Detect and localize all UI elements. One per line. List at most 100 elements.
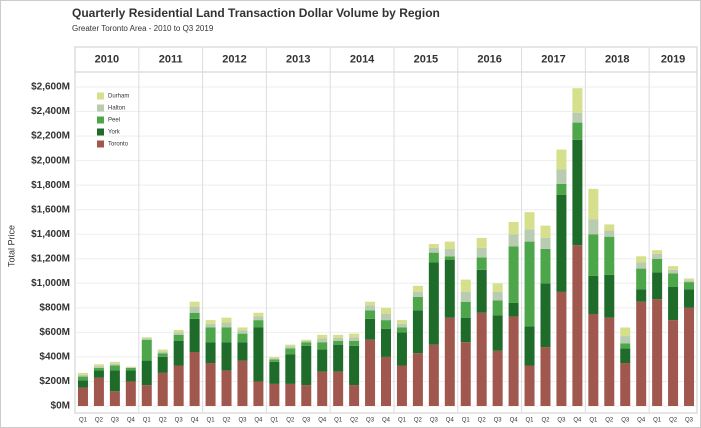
bar-segment <box>620 348 631 364</box>
bar-segment <box>412 285 423 292</box>
bar-segment <box>381 356 391 406</box>
bar-segment <box>269 356 280 359</box>
bar-segment <box>668 266 679 270</box>
bar-segment <box>460 279 471 292</box>
y-tick-label: $1,800M <box>31 180 70 191</box>
bar-segment <box>428 262 439 345</box>
bar-segment <box>412 310 423 354</box>
bar-segment <box>285 346 296 349</box>
bar-segment <box>428 344 439 406</box>
bar-segment <box>604 274 615 318</box>
year-label: 2015 <box>414 53 438 65</box>
year-label: 2011 <box>159 53 183 65</box>
x-tick-label: Q2 <box>605 418 614 424</box>
x-tick-label: Q4 <box>510 418 519 424</box>
plot-border <box>74 46 698 414</box>
bar-segment <box>604 317 615 406</box>
bar-segment <box>652 253 663 259</box>
bar-segment <box>460 301 471 318</box>
x-tick-label: Q3 <box>302 418 311 424</box>
bar-segment <box>508 234 519 247</box>
bar-segment <box>508 316 519 406</box>
bar-segment <box>620 327 631 337</box>
bar-segment <box>381 313 391 321</box>
bar-segment <box>524 365 535 406</box>
bar-segment <box>317 334 328 339</box>
bar-segment <box>604 224 615 231</box>
bar-segment <box>93 367 104 371</box>
y-tick-label: $1,000M <box>31 278 70 289</box>
bar-segment <box>636 301 647 406</box>
x-tick-label: Q1 <box>589 418 598 424</box>
x-tick-label: Q2 <box>414 418 423 424</box>
bar-segment <box>77 380 88 388</box>
year-label: 2019 <box>661 53 685 65</box>
x-tick-label: Q1 <box>526 418 535 424</box>
bar-segment <box>604 236 615 275</box>
bar-segment <box>173 340 184 366</box>
bar-segment <box>620 343 631 349</box>
bar-segment <box>317 371 328 406</box>
year-label: 2018 <box>605 53 629 65</box>
bar-segment <box>588 313 599 406</box>
x-tick-label: Q2 <box>669 418 678 424</box>
bar-segment <box>109 361 120 364</box>
bar-segment <box>205 342 216 364</box>
y-tick-label: $1,400M <box>31 229 70 240</box>
bar-segment <box>109 370 120 392</box>
x-tick-label: Q3 <box>557 418 566 424</box>
bar-segment <box>588 188 599 220</box>
bar-segment <box>349 333 360 338</box>
bar-segment <box>125 367 136 371</box>
bar-segment <box>636 262 647 269</box>
chart-subtitle: Greater Toronto Area - 2010 to Q3 2019 <box>72 24 214 33</box>
bar-segment <box>492 315 503 351</box>
year-label: 2012 <box>222 53 246 65</box>
y-axis-label: Total Price <box>6 225 16 267</box>
bar-segment <box>556 169 567 184</box>
bar-segment <box>125 367 136 368</box>
bar-segment <box>189 306 200 313</box>
bar-segment <box>301 339 312 341</box>
y-tick-label: $2,200M <box>31 131 70 142</box>
bar-segment <box>285 383 296 406</box>
x-tick-label: Q4 <box>254 418 263 424</box>
bar-segment <box>428 244 439 248</box>
bar-segment <box>508 302 519 317</box>
bar-segment <box>301 342 312 346</box>
bar-segment <box>524 229 535 242</box>
x-tick-label: Q1 <box>334 418 343 424</box>
bar-segment <box>572 88 583 113</box>
bar-segment <box>492 283 503 292</box>
bar-segment <box>317 349 328 372</box>
x-tick-label: Q1 <box>398 418 407 424</box>
x-tick-label: Q1 <box>143 418 152 424</box>
bar-segment <box>189 352 200 406</box>
bar-segment <box>652 258 663 273</box>
bar-segment <box>668 286 679 321</box>
bar-segment <box>189 318 200 353</box>
y-tick-label: $2,000M <box>31 155 70 166</box>
y-tick-label: $600M <box>39 327 70 338</box>
bar-segment <box>205 327 216 343</box>
bar-segment <box>125 366 136 368</box>
bar-segment <box>237 327 248 331</box>
bar-segment <box>173 365 184 406</box>
bar-segment <box>540 283 551 348</box>
bar-segment <box>141 338 152 340</box>
bar-segment <box>173 329 184 333</box>
bar-segment <box>365 318 376 340</box>
year-label: 2014 <box>350 53 375 65</box>
bar-segment <box>349 337 360 341</box>
x-tick-label: Q4 <box>573 418 582 424</box>
legend-swatch <box>97 92 104 100</box>
y-tick-label: $200M <box>39 376 70 387</box>
bar-segment <box>396 332 407 366</box>
bar-segment <box>652 299 663 406</box>
legend-swatch <box>97 140 104 148</box>
bar-segment <box>476 257 487 270</box>
bar-segment <box>396 323 407 328</box>
bar-segment <box>556 291 567 406</box>
bar-segment <box>476 247 487 258</box>
bar-segment <box>269 383 280 406</box>
